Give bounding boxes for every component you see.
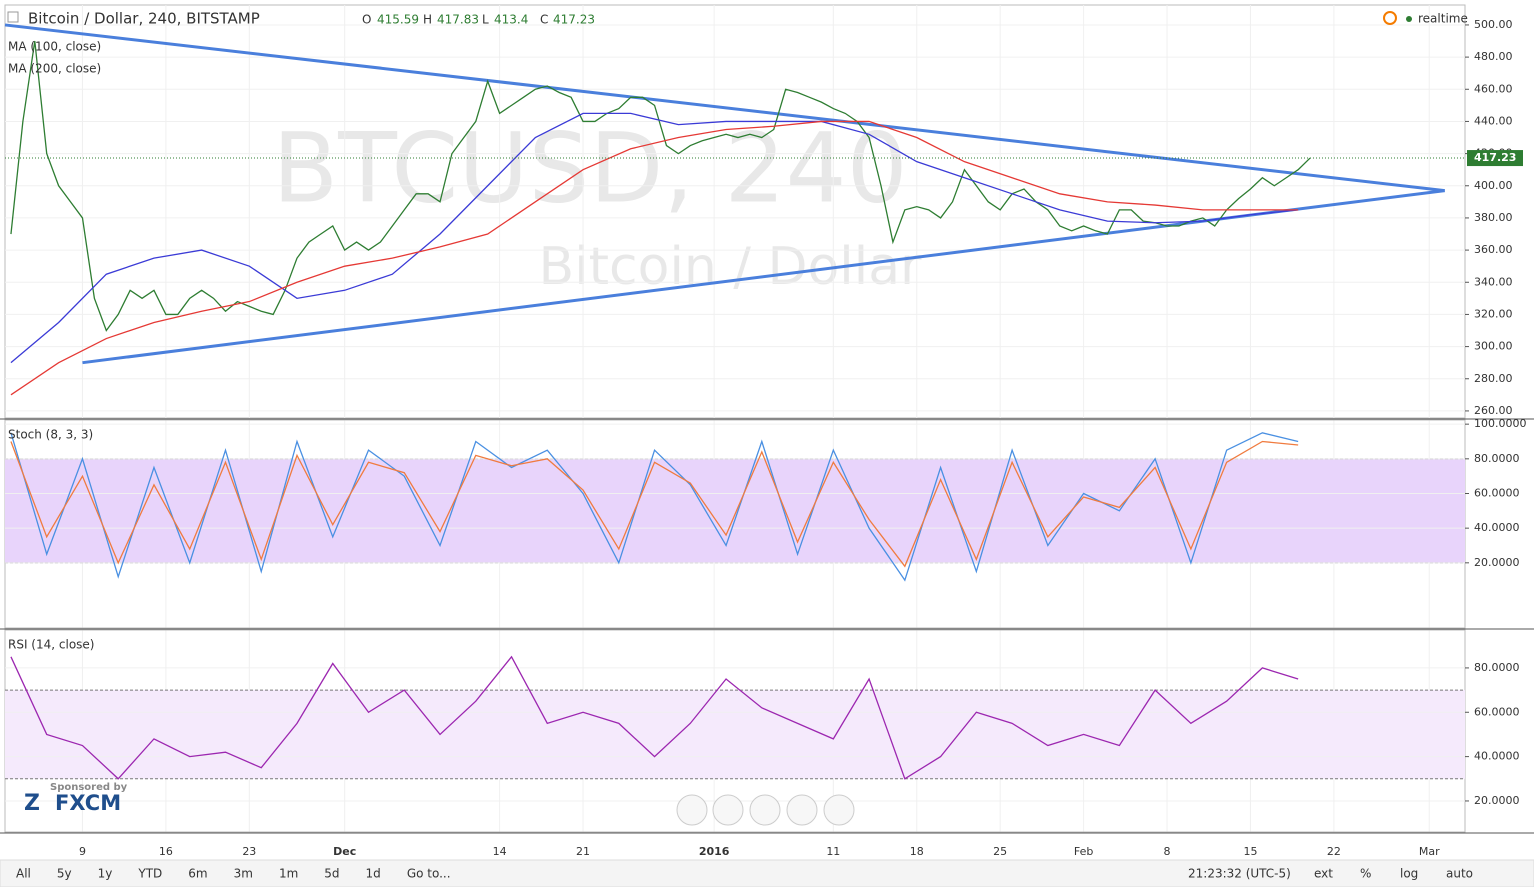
sponsor: Sponsored by bbox=[50, 782, 128, 793]
range-button[interactable]: All bbox=[16, 867, 31, 881]
ohlc-label: H bbox=[423, 13, 432, 27]
x-tick-label: 14 bbox=[493, 845, 507, 858]
alert-icon[interactable] bbox=[1383, 11, 1397, 25]
option-button[interactable]: % bbox=[1360, 867, 1371, 881]
y-tick-label: 60.0000 bbox=[1474, 705, 1520, 718]
zoom-in[interactable] bbox=[786, 794, 818, 826]
y-tick-label: 260.00 bbox=[1474, 404, 1513, 417]
range-button[interactable]: Go to... bbox=[407, 867, 451, 881]
y-tick-label: 80.0000 bbox=[1474, 661, 1520, 674]
ohlc-label: C bbox=[540, 13, 548, 27]
band bbox=[5, 458, 1465, 563]
y-tick-label: 340.00 bbox=[1474, 275, 1513, 288]
symbol-title: Bitcoin / Dollar, 240, BITSTAMP bbox=[28, 10, 260, 28]
ohlc-value: 417.83 bbox=[437, 13, 479, 27]
x-tick-label: 8 bbox=[1164, 845, 1171, 858]
legend-entry[interactable]: MA (100, close) bbox=[8, 40, 101, 54]
x-tick-label: 9 bbox=[79, 845, 86, 858]
series-line bbox=[10, 40, 1311, 332]
y-tick-label: 100.0000 bbox=[1474, 417, 1527, 430]
header: Bitcoin / Dollar, 240, BITSTAMP O 415.59… bbox=[7, 10, 1468, 816]
status-dot bbox=[1406, 16, 1412, 22]
x-tick-label: 2016 bbox=[699, 845, 730, 858]
y-tick-label: 480.00 bbox=[1474, 50, 1513, 63]
trend-line bbox=[4, 23, 1445, 193]
x-tick-label: 18 bbox=[910, 845, 924, 858]
toolbar-bg bbox=[0, 859, 1534, 888]
price-tag bbox=[1467, 150, 1523, 167]
ohlc-value: 413.4 bbox=[494, 13, 528, 27]
y-tick-label: 20.0000 bbox=[1474, 794, 1520, 807]
reset[interactable] bbox=[749, 794, 781, 826]
range-button[interactable]: 1y bbox=[98, 867, 113, 881]
indicator-title: Stoch (8, 3, 3) bbox=[8, 428, 93, 442]
watermark: BTCUSD, 240 bbox=[272, 112, 907, 224]
y-tick-label: 280.00 bbox=[1474, 372, 1513, 385]
ohlc-value: 415.59 bbox=[377, 13, 419, 27]
y-tick-label: 40.0000 bbox=[1474, 521, 1520, 534]
series-line bbox=[10, 432, 1299, 582]
panels: 260.00 280.00 300.00 320.00 340.00 360.00 380.… bbox=[0, 4, 1534, 858]
x-tick-label: Dec bbox=[333, 845, 356, 858]
x-tick-label: 23 bbox=[242, 845, 256, 858]
option-button[interactable]: log bbox=[1400, 867, 1418, 881]
y-tick-label: 360.00 bbox=[1474, 243, 1513, 256]
watermark-sub: Bitcoin / Dollar bbox=[539, 237, 923, 297]
y-tick-label: 20.0000 bbox=[1474, 556, 1520, 569]
y-tick-label: 400.00 bbox=[1474, 179, 1513, 192]
brand: FXCM bbox=[55, 791, 121, 815]
x-tick-label: Feb bbox=[1074, 845, 1093, 858]
indicator-title: RSI (14, close) bbox=[8, 638, 94, 652]
scroll-left[interactable] bbox=[676, 794, 708, 826]
series-line bbox=[10, 655, 1299, 780]
price-tag-label: 417.23 bbox=[1474, 151, 1516, 164]
realtime: realtime bbox=[1418, 12, 1468, 26]
series-line bbox=[10, 112, 1299, 364]
brand-logo: Z bbox=[24, 791, 40, 816]
x-tick-label: Mar bbox=[1419, 845, 1440, 858]
ohlc-label: L bbox=[482, 13, 489, 27]
nav-buttons bbox=[676, 794, 855, 826]
icon bbox=[7, 11, 19, 23]
x-tick-label: 21 bbox=[576, 845, 590, 858]
range-button[interactable]: 5y bbox=[57, 867, 72, 881]
ohlc-label: O bbox=[362, 13, 371, 27]
zoom-out[interactable] bbox=[712, 794, 744, 826]
y-tick-label: 380.00 bbox=[1474, 211, 1513, 224]
y-tick-label: 300.00 bbox=[1474, 340, 1513, 353]
y-tick-label: 40.0000 bbox=[1474, 750, 1520, 763]
option-button[interactable]: ext bbox=[1314, 867, 1333, 881]
y-tick-label: 80.0000 bbox=[1474, 452, 1520, 465]
y-tick-label: 440.00 bbox=[1474, 114, 1513, 127]
clock: 21:23:32 (UTC-5) bbox=[1188, 867, 1291, 881]
panel-frame bbox=[4, 4, 1466, 419]
range-button[interactable]: 6m bbox=[188, 867, 207, 881]
toolbar: All 5y 1y YTD 6m 3m 1m 5d 1d Go to... 21:23:32 (UT… bbox=[0, 859, 1534, 888]
range-button[interactable]: 1m bbox=[279, 867, 298, 881]
band bbox=[5, 690, 1465, 779]
legend-entry[interactable]: MA (200, close) bbox=[8, 62, 101, 76]
scroll-right[interactable] bbox=[823, 794, 855, 826]
x-tick-label: 15 bbox=[1243, 845, 1257, 858]
option-button[interactable]: auto bbox=[1446, 867, 1473, 881]
x-tick-label: 22 bbox=[1327, 845, 1341, 858]
range-button[interactable]: 1d bbox=[366, 867, 381, 881]
ohlc-value: 417.23 bbox=[553, 13, 595, 27]
range-button[interactable]: 3m bbox=[234, 867, 253, 881]
x-tick-label: 25 bbox=[993, 845, 1007, 858]
x-tick-label: 11 bbox=[826, 845, 840, 858]
x-tick-label: 16 bbox=[159, 845, 173, 858]
y-tick-label: 460.00 bbox=[1474, 82, 1513, 95]
y-tick-label: 320.00 bbox=[1474, 307, 1513, 320]
y-tick-label: 500.00 bbox=[1474, 18, 1513, 31]
range-button[interactable]: 5d bbox=[324, 867, 339, 881]
range-button[interactable]: YTD bbox=[137, 867, 162, 881]
series-line bbox=[10, 120, 1299, 396]
y-tick-label: 60.0000 bbox=[1474, 486, 1520, 499]
series-line bbox=[10, 440, 1299, 568]
